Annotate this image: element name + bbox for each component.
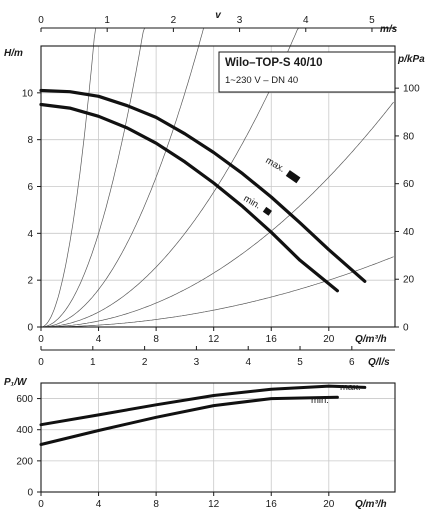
power-curve-min	[39, 395, 339, 446]
power-q-tick-label: 20	[323, 499, 335, 510]
power-q-tick-label: 12	[208, 499, 220, 510]
power-chart-frame	[40, 382, 396, 493]
curve-max	[39, 88, 367, 283]
q-tick-label: 0	[38, 334, 44, 345]
q-tick-label: 12	[208, 334, 220, 345]
h-tick-label: 10	[22, 88, 34, 99]
chart-subtitle: 1~230 V – DN 40	[225, 75, 298, 86]
power-axis-label: P₁/W	[4, 377, 28, 388]
p-tick-label: 80	[403, 131, 415, 142]
v-axis-unit: m/s	[380, 24, 398, 35]
q-ls-tick-label: 5	[297, 357, 303, 368]
v-tick-label: 2	[171, 15, 177, 26]
q-ls-tick-label: 3	[194, 357, 200, 368]
p-axis-label: p/kPa	[397, 54, 425, 65]
system-curve	[41, 256, 394, 328]
h-tick-label: 2	[27, 276, 33, 287]
h-axis-label: H/m	[4, 48, 23, 59]
h-tick-label: 6	[27, 182, 33, 193]
marker-max	[285, 170, 301, 184]
curve-min	[39, 102, 339, 293]
h-tick-label: 4	[27, 229, 33, 240]
q-ls-tick-label: 1	[90, 357, 96, 368]
system-curve	[41, 27, 207, 328]
power-tick-label: 400	[16, 425, 33, 436]
power-curves	[39, 384, 367, 446]
p-tick-label: 0	[403, 323, 409, 334]
system-curve	[40, 27, 97, 328]
v-tick-label: 0	[38, 15, 44, 26]
system-curve	[41, 27, 303, 328]
q-tick-label: 20	[323, 334, 335, 345]
system-curve	[41, 101, 394, 328]
v-axis-label: v	[215, 10, 222, 21]
q-ls-tick-label: 0	[38, 357, 44, 368]
power-tick-label: 200	[16, 456, 33, 467]
p-tick-label: 100	[403, 84, 420, 95]
q-ls-tick-label: 4	[245, 357, 251, 368]
v-tick-label: 4	[303, 15, 309, 26]
h-tick-label: 8	[27, 135, 33, 146]
power-label-min: min.	[311, 395, 329, 406]
power-q-tick-label: 0	[38, 499, 44, 510]
system-curves	[40, 27, 394, 328]
head-grid	[41, 46, 395, 327]
power-q-tick-label: 4	[96, 499, 102, 510]
q-ls-tick-label: 2	[142, 357, 148, 368]
q-tick-label: 16	[266, 334, 278, 345]
power-q-axis-label: Q/m³/h	[355, 499, 387, 510]
v-tick-label: 5	[369, 15, 375, 26]
system-curve	[40, 27, 145, 328]
v-tick-label: 1	[104, 15, 110, 26]
marker-min	[262, 206, 272, 216]
power-tick-label: 0	[27, 488, 33, 499]
p-tick-label: 60	[403, 179, 415, 190]
p-tick-label: 40	[403, 227, 415, 238]
h-tick-label: 0	[27, 323, 33, 334]
power-q-tick-label: 8	[153, 499, 159, 510]
q-ls-axis-label-text: Q/l/s	[368, 357, 390, 368]
p-tick-label: 20	[403, 275, 415, 286]
power-grid	[41, 383, 395, 492]
power-curve-max	[39, 384, 367, 427]
power-q-tick-label: 16	[266, 499, 278, 510]
legend-box	[218, 51, 396, 93]
chart-title: Wilo–TOP-S 40/10	[225, 57, 322, 69]
power-tick-label: 600	[16, 394, 33, 405]
q-axis-label: Q/m³/h	[355, 334, 387, 345]
label-max: max.	[264, 155, 287, 175]
q-ls-tick-label: 6	[349, 357, 355, 368]
q-tick-label: 8	[153, 334, 159, 345]
v-tick-label: 3	[237, 15, 243, 26]
q-tick-label: 4	[96, 334, 102, 345]
head-curves	[39, 88, 367, 293]
power-label-max: max.	[340, 382, 361, 393]
q-ls-axis-label: Q/l/s	[368, 357, 390, 368]
